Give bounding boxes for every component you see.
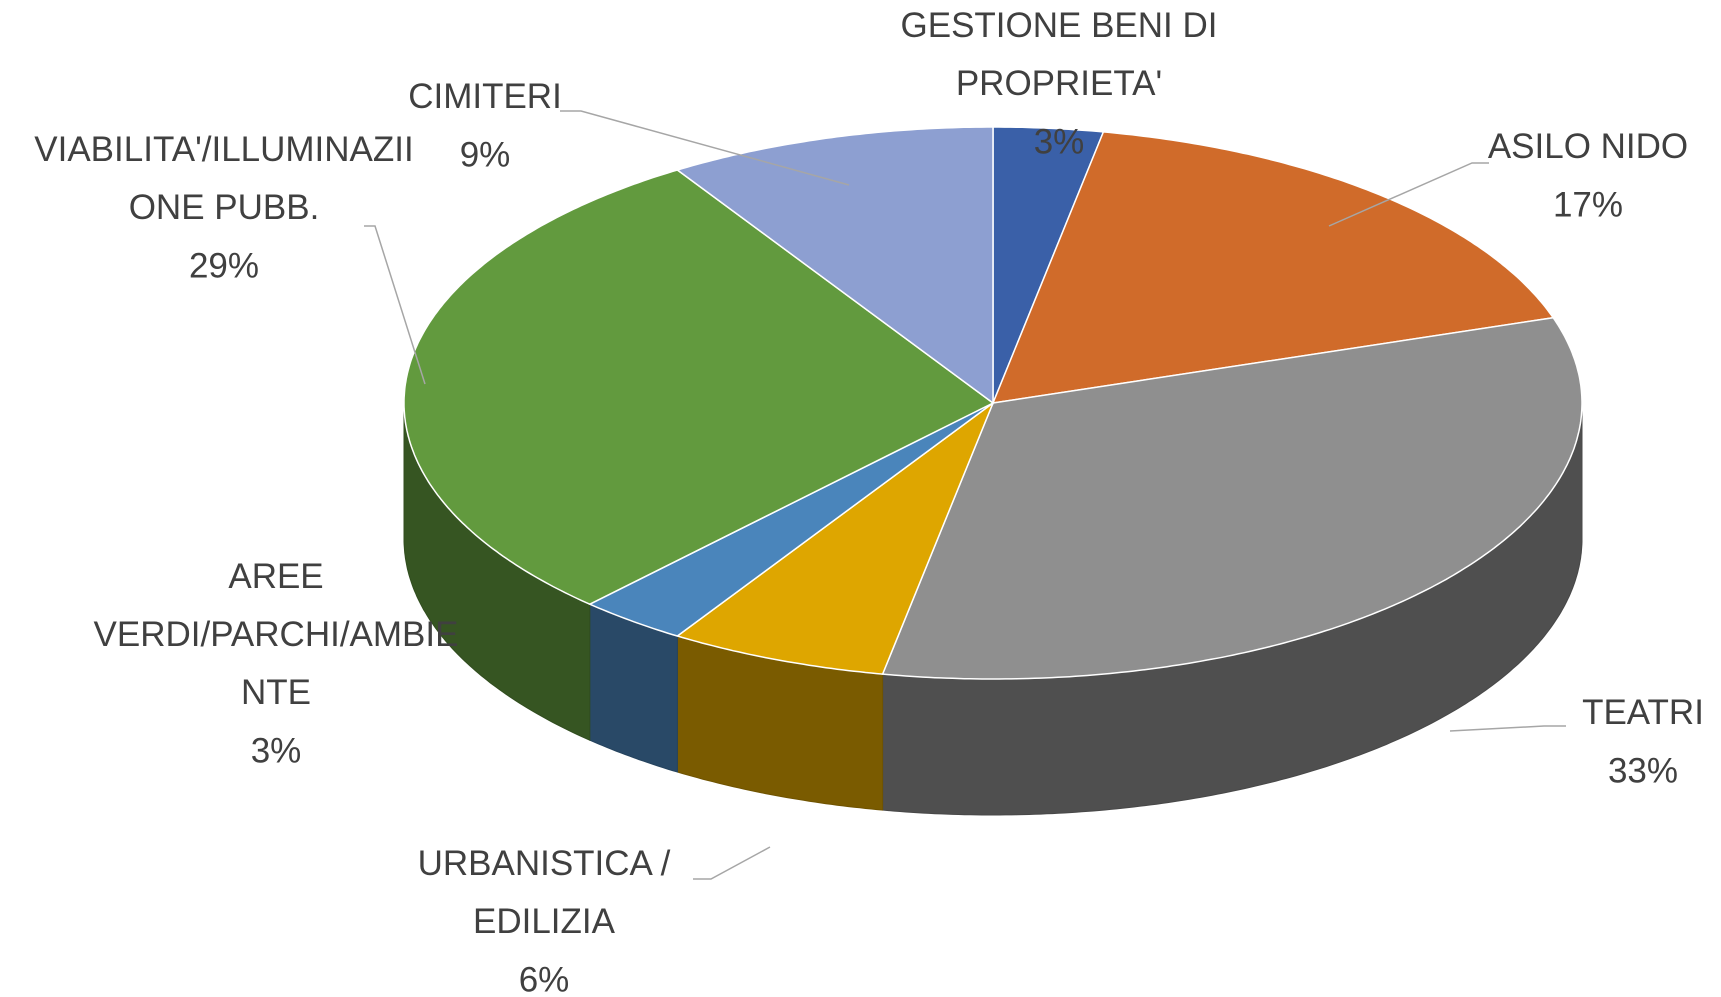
category-label: VIABILITA'/ILLUMINAZII ONE PUBB. (34, 130, 413, 227)
leader-line (364, 225, 426, 385)
value-label: 9% (460, 135, 511, 174)
category-label: AREE VERDI/PARCHI/AMBIE NTE (94, 557, 459, 712)
value-label: 3% (251, 731, 302, 770)
value-label: 6% (519, 960, 570, 997)
category-label: GESTIONE BENI DI PROPRIETA' (901, 6, 1218, 103)
leader-line (1449, 725, 1566, 732)
category-label: ASILO NIDO (1488, 127, 1688, 166)
slice (588, 402, 994, 637)
slice (881, 316, 1583, 680)
leader-line (693, 846, 771, 880)
value-label: 33% (1608, 751, 1678, 790)
slice (991, 131, 1555, 404)
category-label: CIMITERI (408, 77, 562, 116)
value-label: 29% (189, 246, 259, 285)
category-label: TEATRI (1582, 693, 1704, 732)
category-label: URBANISTICA / EDILIZIA (418, 844, 671, 941)
slice (675, 126, 994, 405)
leader-line (1328, 162, 1489, 227)
slice (675, 400, 995, 675)
slice (403, 169, 995, 606)
value-label: 17% (1553, 185, 1623, 224)
value-label: 3% (1034, 122, 1085, 161)
leader-line (560, 110, 850, 186)
